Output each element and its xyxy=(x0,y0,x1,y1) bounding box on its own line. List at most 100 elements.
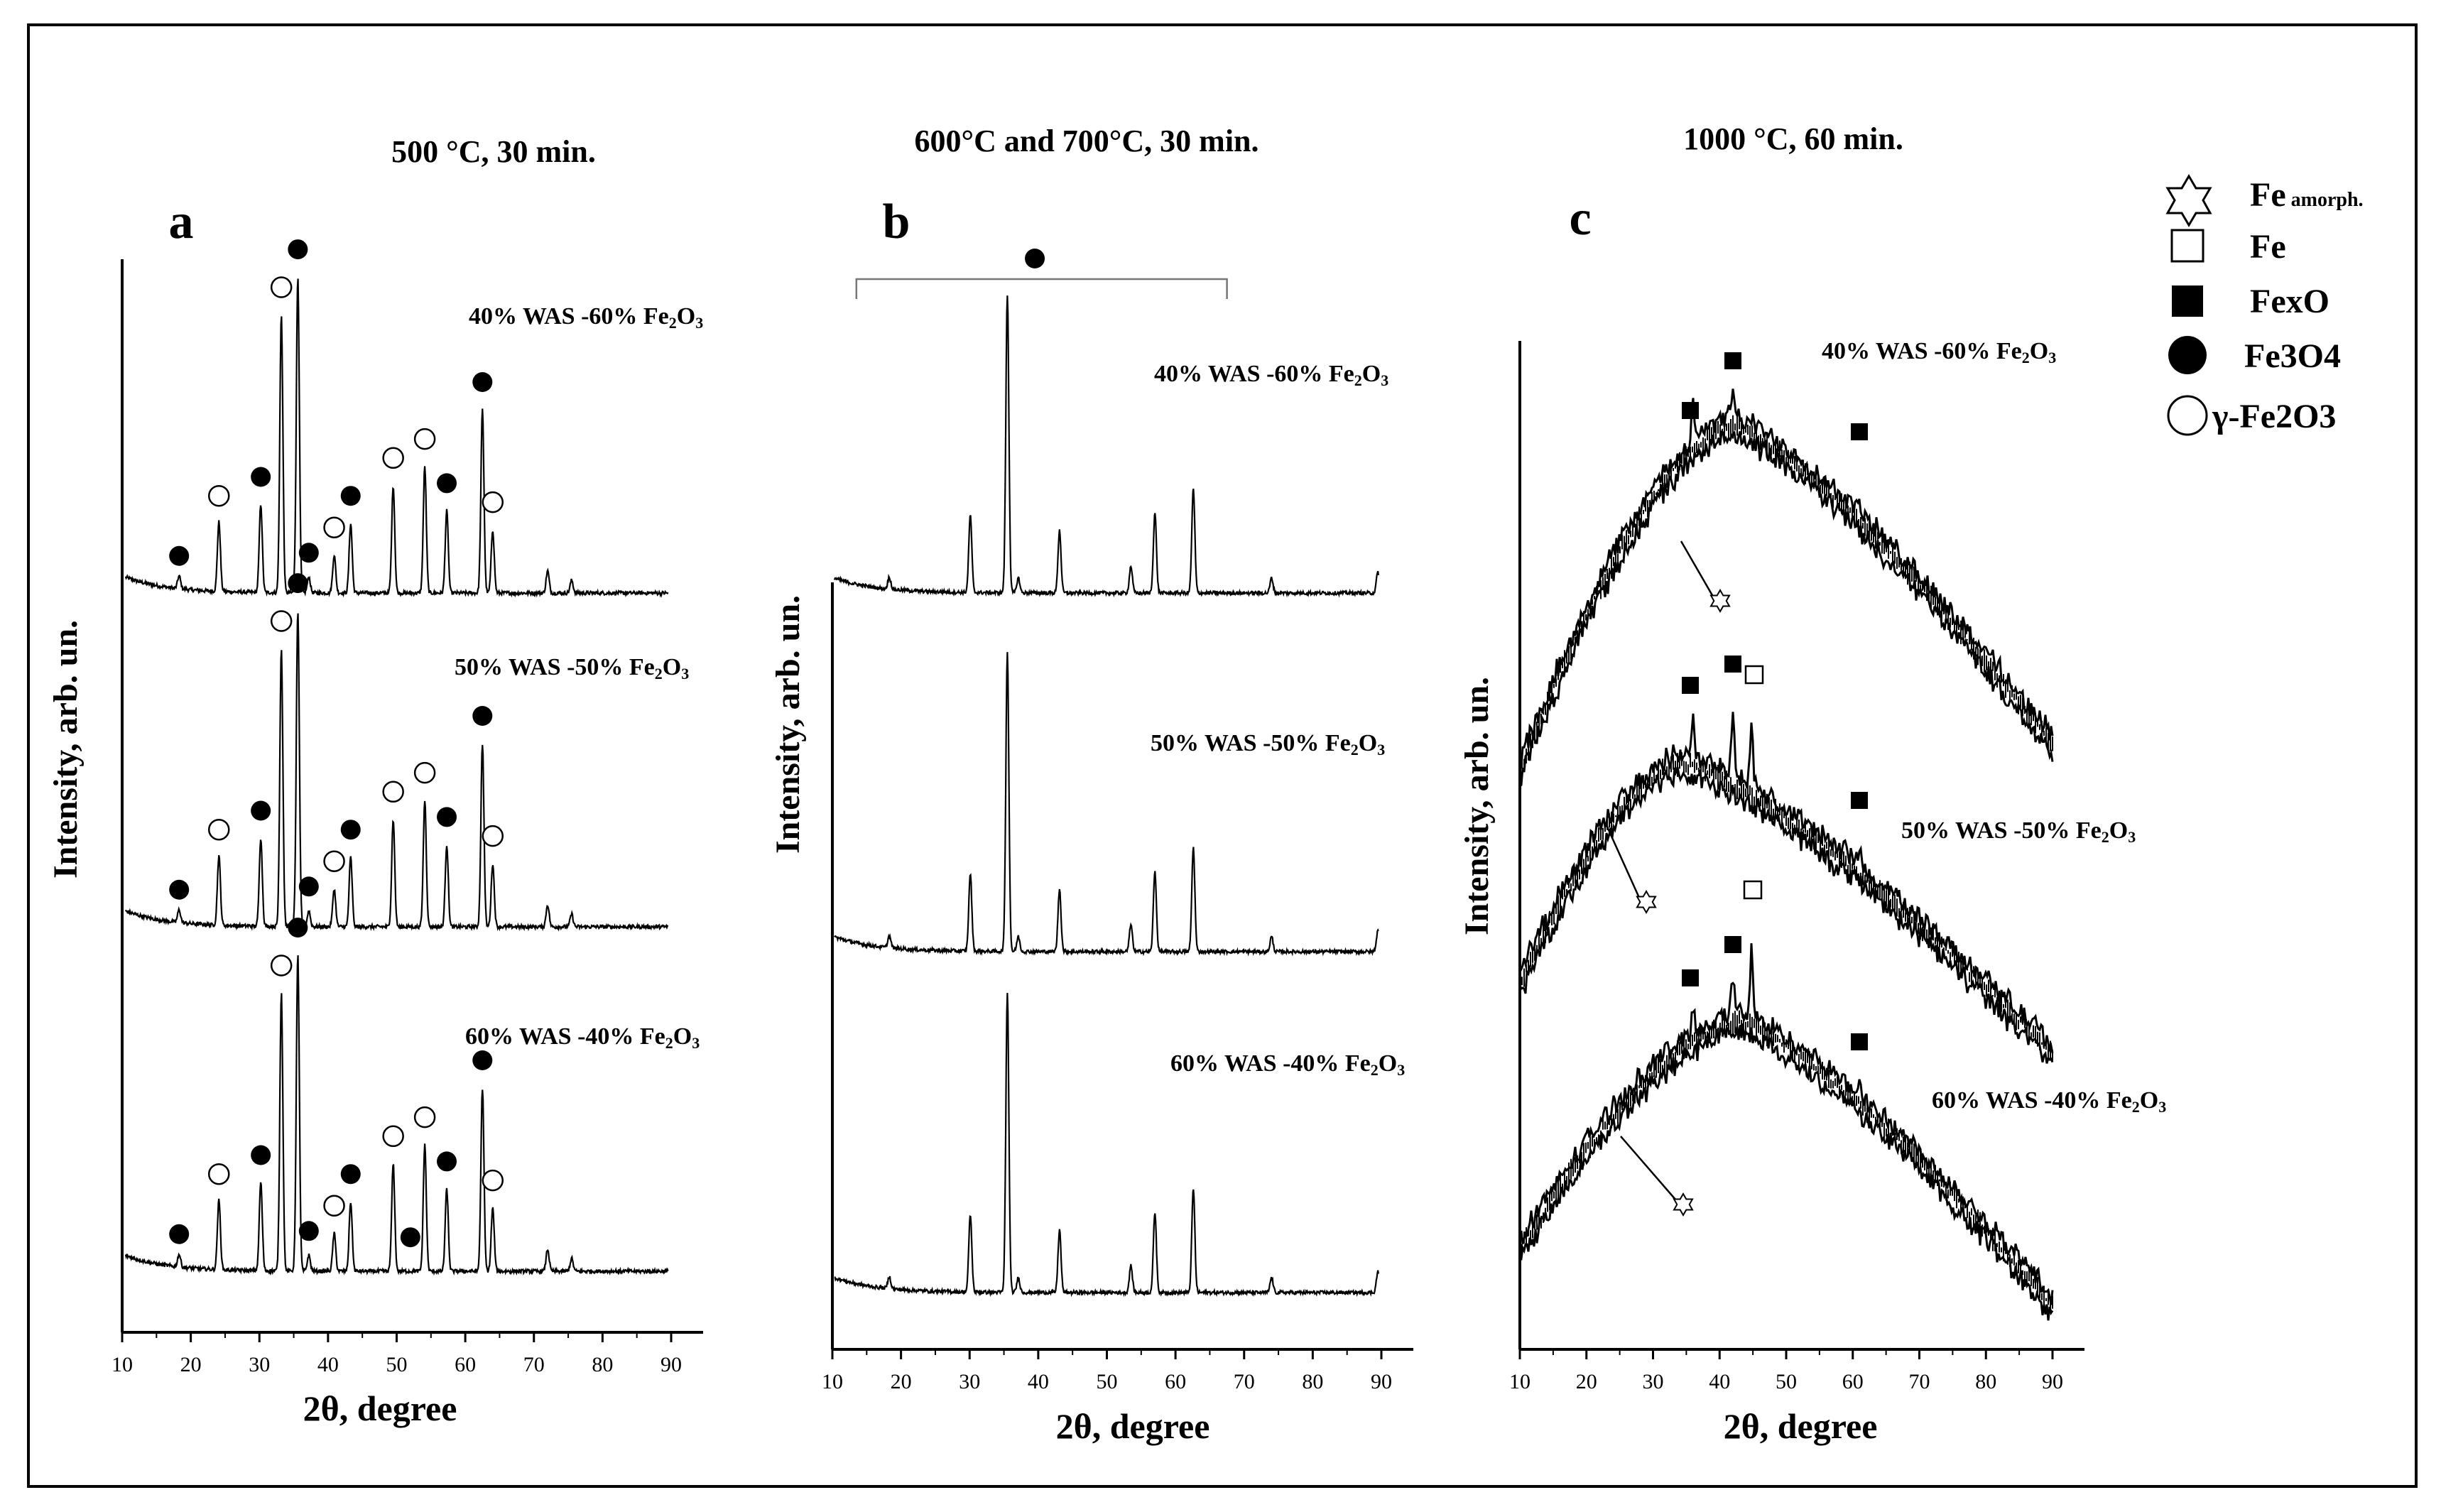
panel-a-xlabel: 2θ, degree xyxy=(303,1388,457,1428)
panel-b-xtick-label: 80 xyxy=(1302,1370,1323,1393)
panel-a-gamma-fe2o3-marker xyxy=(413,761,436,784)
legend-fe-amorph-sub: amorph. xyxy=(2286,189,2364,211)
panel-b-fe3o4-marker xyxy=(1025,249,1045,268)
panel-c-fe-amorph-marker xyxy=(1673,1192,1694,1217)
panel-a-xtick-label: 20 xyxy=(180,1353,202,1376)
panel-a-gamma-fe2o3-marker xyxy=(382,447,404,469)
panel-a-gamma-fe2o3-marker xyxy=(207,484,230,507)
panel-a-gamma-fe2o3-marker xyxy=(207,818,230,841)
panel-a-gamma-fe2o3-marker xyxy=(207,1163,230,1185)
legend-item-fe3o4: Fe3O4 xyxy=(2168,336,2341,375)
panel-a-fe3o4-marker xyxy=(169,879,190,900)
panel-c-xtick-label: 30 xyxy=(1643,1370,1664,1393)
panel-a-ylabel: Intensity, arb. un. xyxy=(47,620,85,879)
panel-c-xtick-label: 70 xyxy=(1909,1370,1930,1393)
panel-a-xtick-label: 10 xyxy=(112,1353,133,1376)
panel-a-fe3o4-marker xyxy=(169,545,190,566)
panel-c-fexo-marker xyxy=(1851,792,1868,809)
panel-a-fe3o4-marker xyxy=(288,239,308,260)
panel-c-noise-0 xyxy=(1519,415,2053,783)
legend-item-fexo: FexO xyxy=(2172,283,2329,320)
panel-c-noise-2 xyxy=(1519,1010,2053,1313)
legend-item-fe: Fe xyxy=(2170,228,2286,266)
panel-b-series-label: 40% WAS -60% Fe2O3 xyxy=(1154,361,1388,389)
panel-c-xtick-label: 60 xyxy=(1842,1370,1864,1393)
panel-c-xtick-label: 40 xyxy=(1709,1370,1730,1393)
panel-a-gamma-fe2o3-marker xyxy=(270,610,293,632)
panel-c-trace-lower-1 xyxy=(1518,766,2054,1064)
panel-b-trace-1 xyxy=(834,652,1379,957)
panel-a-xtick-label: 60 xyxy=(455,1353,476,1376)
panel-b-xtick-label: 40 xyxy=(1028,1370,1049,1393)
panel-a-title: 500 °C, 30 min. xyxy=(391,134,596,169)
panel-a-fe3o4-marker xyxy=(340,820,361,840)
panel-a-fe3o4-marker xyxy=(251,467,271,487)
panel-a-gamma-fe2o3-marker xyxy=(413,1106,436,1128)
panel-a-fe3o4-marker xyxy=(340,1164,361,1185)
panel-c-xlabel: 2θ, degree xyxy=(1724,1406,1878,1446)
legend-fe-amorph-label: Fe xyxy=(2250,176,2286,214)
panel-a-gamma-fe2o3-marker xyxy=(482,491,504,513)
panel-c-fexo-marker xyxy=(1682,969,1699,986)
panel-a-fe3o4-marker xyxy=(472,372,493,392)
legend-fe3o4-label: Fe3O4 xyxy=(2244,337,2341,375)
panel-a-trace-2 xyxy=(124,955,669,1276)
legend: Fe amorph. Fe FexO Fe3O4 γ-Fe2O3 xyxy=(2165,174,2364,436)
panel-b-xtick-label: 70 xyxy=(1234,1370,1255,1393)
panel-c-leader-line xyxy=(1680,540,1714,597)
legend-fexo-label: FexO xyxy=(2250,283,2329,320)
panel-b-letter: b xyxy=(883,195,910,249)
panel-a-letter: a xyxy=(169,195,194,249)
panel-b-series-label: 50% WAS -50% Fe2O3 xyxy=(1151,730,1385,758)
panel-c-fexo-marker xyxy=(1724,352,1741,369)
panel-a-gamma-fe2o3-marker xyxy=(482,825,504,847)
panel-b-title: 600°C and 700°C, 30 min. xyxy=(914,124,1258,158)
panel-b-xlabel: 2θ, degree xyxy=(1056,1406,1210,1446)
legend-filled-circle-icon xyxy=(2168,336,2207,374)
panel-a-xtick-label: 50 xyxy=(386,1353,408,1376)
legend-star-icon xyxy=(2165,174,2212,227)
panel-c-xtick-label: 50 xyxy=(1776,1370,1797,1393)
panel-c-fexo-marker xyxy=(1682,677,1699,694)
panel-b-xtick-label: 30 xyxy=(959,1370,980,1393)
legend-fe-label: Fe xyxy=(2250,228,2286,266)
panel-a-gamma-fe2o3-marker xyxy=(382,1125,404,1148)
panel-a-fe3o4-marker xyxy=(340,486,361,506)
panel-a-xtick-label: 80 xyxy=(592,1353,613,1376)
panel-a-series-label: 50% WAS -50% Fe2O3 xyxy=(455,654,689,682)
panel-a-trace-1 xyxy=(124,613,669,932)
panel-a-fe3o4-marker xyxy=(251,1145,271,1165)
panel-a-fe3o4-marker xyxy=(169,1224,190,1244)
panel-c-xtick-label: 20 xyxy=(1576,1370,1597,1393)
panel-c-trace-upper-2 xyxy=(1518,943,2054,1305)
panel-a-fe3o4-marker xyxy=(472,1050,493,1070)
panel-b-trace-0 xyxy=(833,295,1379,598)
panel-c-trace-lower-2 xyxy=(1519,1023,2054,1321)
panel-a-gamma-fe2o3-marker xyxy=(323,516,345,538)
panel-c-xtick-label: 90 xyxy=(2042,1370,2063,1393)
panel-a-fe3o4-marker xyxy=(298,1221,319,1241)
panel-a-trace-0 xyxy=(124,278,669,598)
panel-b-xtick-label: 50 xyxy=(1097,1370,1118,1393)
legend-gamma-fe2o3-label: γ-Fe2O3 xyxy=(2212,398,2336,435)
panel-a-fe3o4-marker xyxy=(400,1227,420,1248)
panel-a-xtick-label: 40 xyxy=(317,1353,339,1376)
panel-c-fe-marker xyxy=(1744,665,1764,685)
panel-b-xtick-label: 20 xyxy=(891,1370,912,1393)
panel-a-gamma-fe2o3-marker xyxy=(270,954,293,977)
legend-open-circle-icon xyxy=(2167,395,2208,436)
panel-a-fe3o4-marker xyxy=(437,807,457,827)
panel-a-gamma-fe2o3-marker xyxy=(323,1195,345,1217)
panel-b-xtick-label: 90 xyxy=(1371,1370,1392,1393)
panel-c-trace-upper-0 xyxy=(1518,388,2054,767)
legend-filled-square-icon xyxy=(2172,285,2203,317)
panel-a-gamma-fe2o3-marker xyxy=(482,1169,504,1192)
panel-a-series-label: 40% WAS -60% Fe2O3 xyxy=(469,303,703,332)
panel-c-xtick-label: 80 xyxy=(1975,1370,1996,1393)
panel-c-series-label: 60% WAS -40% Fe2O3 xyxy=(1932,1087,2166,1116)
panel-a-gamma-fe2o3-marker xyxy=(323,850,345,872)
panel-a-fe3o4-marker xyxy=(472,706,493,726)
panel-b-bracket xyxy=(855,278,1228,299)
